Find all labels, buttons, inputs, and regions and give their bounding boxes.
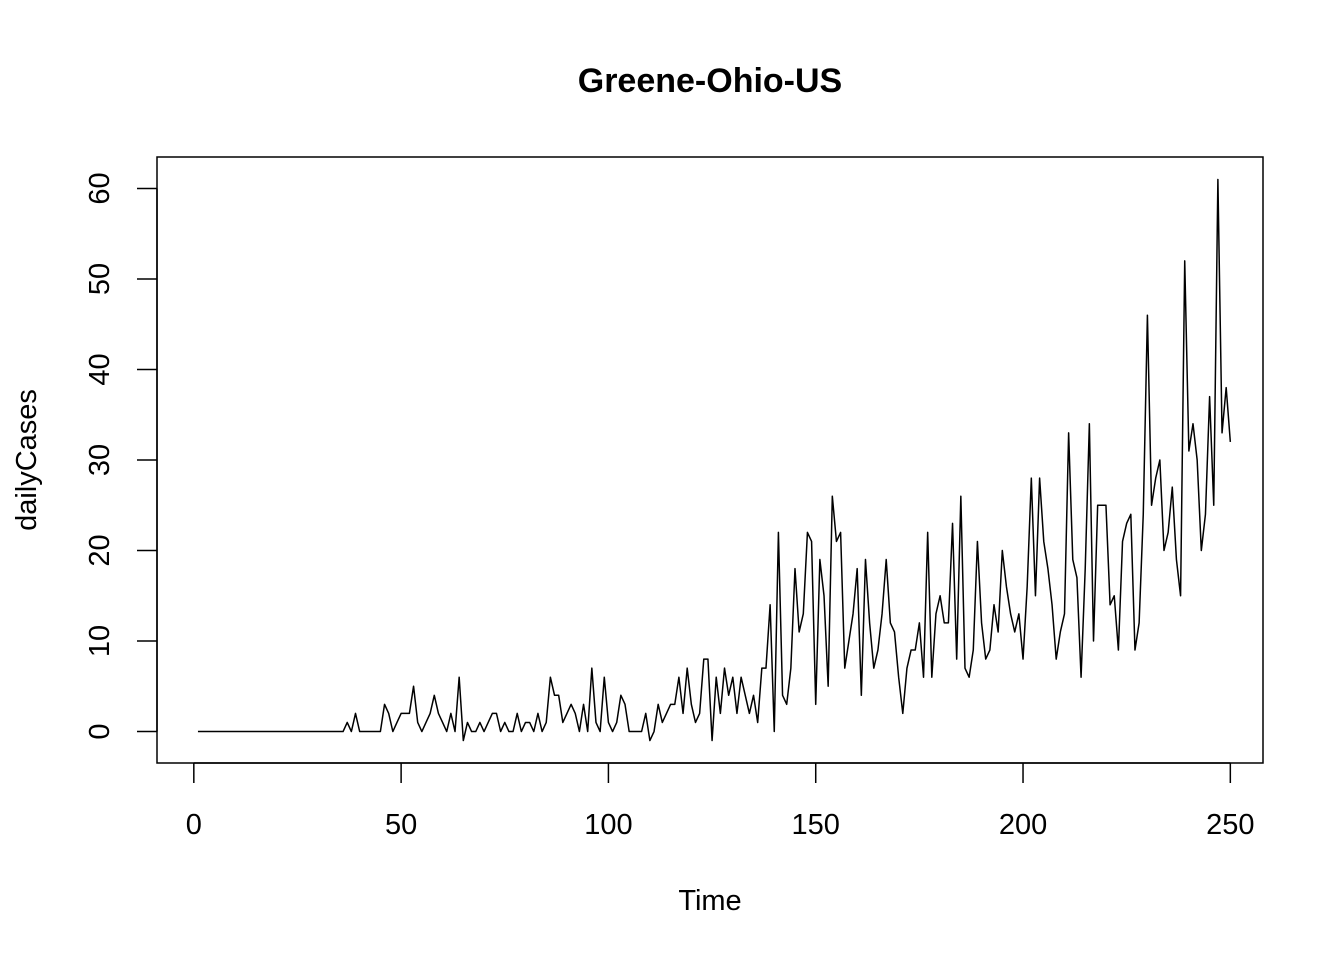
y-tick-label: 60	[84, 172, 116, 204]
x-tick-label: 0	[186, 809, 202, 841]
x-tick-label: 200	[999, 809, 1047, 841]
y-axis-label: dailyCases	[11, 389, 43, 531]
y-tick-label: 20	[84, 534, 116, 566]
plot-box	[156, 156, 1264, 764]
y-tick-label: 30	[84, 444, 116, 476]
x-axis: 0 50 100 150 200 250	[186, 762, 1255, 841]
x-tick-label: 100	[584, 809, 632, 841]
y-tick-label: 0	[84, 723, 116, 739]
y-tick-label: 40	[84, 353, 116, 385]
chart-title: Greene-Ohio-US	[578, 62, 842, 100]
x-tick-label: 250	[1206, 809, 1254, 841]
x-axis-label: Time	[678, 885, 741, 917]
y-tick-label: 10	[84, 625, 116, 657]
y-axis: 0 10 20 30 40 50 60	[84, 172, 158, 740]
x-tick-label: 50	[385, 809, 417, 841]
y-tick-label: 50	[84, 263, 116, 295]
x-tick-label: 150	[792, 809, 840, 841]
series-line	[197, 178, 1232, 742]
